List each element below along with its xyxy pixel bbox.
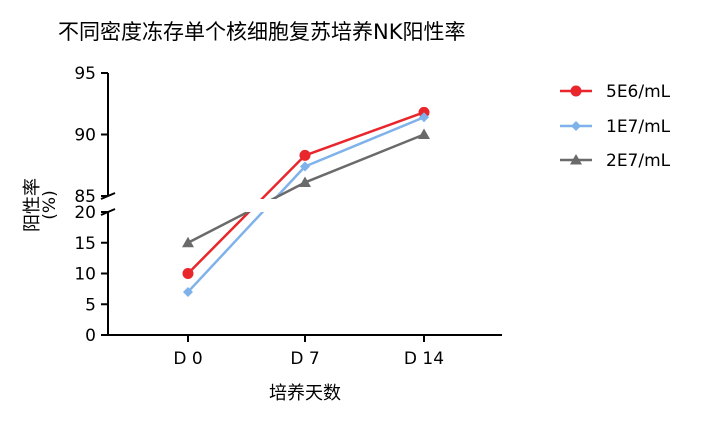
y-tick-label: 0	[85, 326, 96, 346]
series-line	[187, 111, 425, 275]
chart-title: 不同密度冻存单个核细胞复苏培养NK阳性率	[58, 20, 465, 44]
legend-marker	[570, 154, 582, 165]
x-axis: D 0 D 7 D 14	[107, 334, 502, 369]
axis-break-gap	[236, 199, 296, 212]
legend-label: 5E6/mL	[606, 82, 671, 102]
x-tick-label: D 0	[173, 349, 202, 369]
series-line	[187, 116, 425, 293]
series-2E7/mL	[182, 128, 430, 248]
data-point	[183, 286, 193, 297]
legend-item: 1E7/mL	[560, 117, 671, 137]
data-point	[299, 149, 311, 161]
data-point	[300, 161, 310, 172]
data-point	[182, 268, 194, 279]
legend-label: 1E7/mL	[606, 117, 671, 137]
y-tick-label: 10	[74, 265, 96, 285]
data-point	[418, 128, 430, 139]
y-tick-label: 5	[85, 295, 96, 315]
data-point	[419, 112, 429, 123]
x-axis-label: 培养天数	[269, 383, 341, 404]
y-tick-label: 15	[74, 234, 96, 254]
legend-item: 5E6/mL	[560, 82, 671, 102]
legend-label: 2E7/mL	[606, 151, 671, 171]
x-tick-label: D 14	[404, 349, 444, 369]
y-tick-label: 20	[74, 203, 96, 223]
series-layer	[182, 106, 430, 297]
legend-marker	[570, 85, 582, 97]
series-5E6/mL	[182, 106, 430, 279]
legend: 5E6/mL 1E7/mL 2E7/mL	[560, 82, 671, 171]
y-axis-label: 阳性率	[22, 178, 43, 232]
y-tick-label: 85	[74, 187, 96, 207]
legend-item: 2E7/mL	[560, 151, 671, 171]
y-tick-label: 90	[74, 126, 96, 146]
x-tick-label: D 7	[290, 349, 319, 369]
data-point	[299, 176, 311, 187]
y-axis-unit: (%)	[40, 190, 60, 219]
series-1E7/mL	[183, 112, 429, 297]
y-tick-label: 95	[74, 64, 96, 84]
data-point	[182, 236, 194, 248]
legend-marker	[571, 121, 581, 131]
